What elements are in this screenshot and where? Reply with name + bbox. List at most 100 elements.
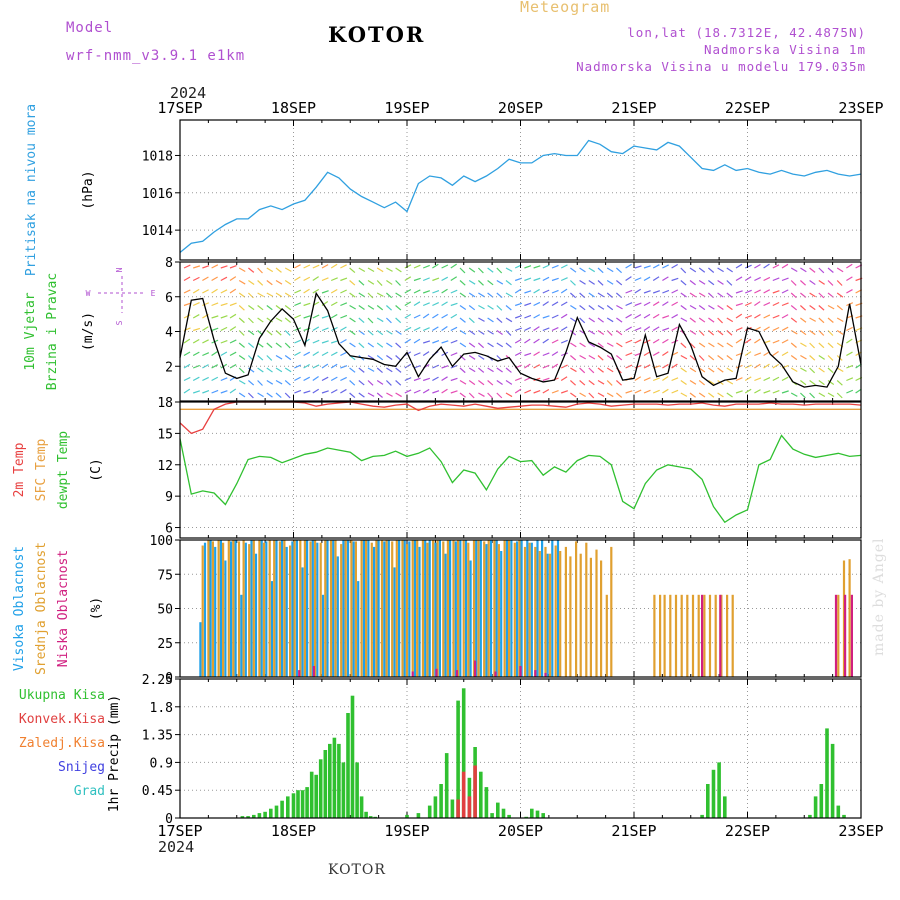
wind-barb	[524, 363, 531, 369]
wind-barb	[570, 317, 577, 323]
wind-barb	[680, 392, 688, 397]
wind-barb	[763, 363, 770, 369]
wind-barb	[496, 392, 503, 399]
bar-srednja-oblacnost	[365, 540, 368, 677]
wind-barb	[754, 313, 761, 319]
date-label-bottom: 18SEP	[271, 822, 316, 840]
wind-barb	[413, 352, 421, 357]
wind-barb	[551, 301, 559, 307]
wind-barb	[579, 342, 586, 348]
wind-barb	[689, 329, 697, 335]
wind-barb	[615, 380, 622, 386]
bar-visoka-oblacnost	[464, 540, 468, 677]
wind-barb	[376, 367, 383, 374]
wind-barb	[606, 279, 614, 285]
wind-barb	[266, 342, 273, 349]
wind-barb	[744, 376, 752, 382]
wind-barb	[754, 301, 761, 306]
wind-barb	[303, 264, 311, 269]
panel-frame	[179, 119, 862, 261]
wind-barb	[441, 326, 448, 331]
wind-barb	[294, 351, 301, 357]
wind-barb	[441, 314, 448, 319]
wind-barb	[551, 314, 559, 319]
bar-srednja-oblacnost	[579, 553, 582, 677]
bar-visoka-oblacnost	[346, 540, 350, 677]
wind-barb	[662, 301, 669, 307]
wind-barb	[754, 389, 761, 394]
bar-srednja-oblacnost	[354, 541, 357, 677]
bar-visoka-oblacnost	[393, 567, 396, 677]
wind-barb	[192, 351, 200, 357]
bar-srednja-oblacnost	[686, 594, 689, 677]
wind-barb	[229, 288, 237, 294]
wind-barb	[597, 267, 604, 274]
wind-barb	[340, 289, 347, 294]
wind-barb	[220, 377, 228, 382]
wind-barb	[248, 330, 255, 336]
wind-barb	[229, 364, 237, 369]
wind-barb	[349, 367, 356, 373]
wind-barb	[376, 280, 383, 286]
lonlat-label: lon,lat (18.7312E, 42.4875N)	[627, 25, 866, 40]
y-tick-label: 25	[157, 637, 173, 652]
wind-barb	[579, 380, 586, 386]
bar-srednja-oblacnost	[314, 540, 317, 677]
wind-barb	[634, 277, 642, 282]
wind-barb	[183, 351, 191, 357]
wind-barb	[202, 339, 209, 344]
wind-barb	[800, 330, 807, 336]
bar-niska-oblacnost	[455, 670, 458, 677]
legend-label: Ukupna Kisa	[19, 688, 105, 703]
wind-barb	[330, 389, 338, 394]
wind-barb	[183, 338, 191, 344]
wind-barb	[266, 379, 274, 385]
wind-barb	[358, 317, 365, 324]
wind-barb	[404, 377, 412, 382]
wind-barb	[386, 355, 393, 360]
wind-barb	[193, 265, 201, 269]
wind-barb	[432, 277, 440, 282]
wind-barb	[220, 326, 228, 332]
compass-w-label: W	[86, 289, 91, 298]
wind-barb	[514, 327, 522, 332]
wind-barb	[257, 355, 264, 361]
wind-barb	[818, 317, 825, 324]
wind-barb	[597, 392, 605, 397]
wind-barb	[202, 376, 209, 382]
wind-barb	[643, 377, 651, 382]
wind-barb	[340, 314, 348, 319]
station-title: KOTOR	[328, 22, 426, 47]
bar-srednja-oblacnost	[487, 540, 490, 677]
bar-ukupna-kisa	[700, 814, 704, 818]
wind-barb	[487, 280, 494, 286]
wind-barb	[468, 392, 475, 399]
wind-barb	[533, 338, 540, 344]
wind-barb	[211, 351, 218, 356]
wind-barb	[708, 367, 715, 373]
wind-barb	[496, 330, 503, 335]
wind-barb	[643, 313, 651, 319]
wind-barb	[266, 292, 274, 297]
bar-srednja-oblacnost	[268, 540, 271, 677]
wind-barb	[689, 392, 696, 398]
wind-barb	[192, 376, 200, 382]
bar-srednja-oblacnost	[309, 541, 312, 677]
wind-barb	[404, 276, 412, 282]
wind-barb	[432, 390, 440, 394]
wind-barb	[321, 301, 329, 306]
compass-n-label: N	[115, 267, 124, 272]
wind-barb	[717, 355, 724, 361]
wind-barb	[606, 367, 614, 373]
wind-barb	[818, 367, 825, 373]
bar-visoka-oblacnost	[270, 581, 273, 677]
wind-barb	[229, 265, 237, 269]
wind-barb	[809, 355, 816, 361]
bar-ukupna-kisa	[427, 805, 432, 818]
wind-barb	[588, 267, 596, 273]
bar-ukupna-kisa	[263, 811, 267, 818]
bar-visoka-oblacnost	[219, 540, 222, 677]
wind-barb	[781, 339, 789, 344]
bar-srednja-oblacnost	[589, 557, 592, 677]
bar-visoka-oblacnost	[362, 540, 365, 677]
